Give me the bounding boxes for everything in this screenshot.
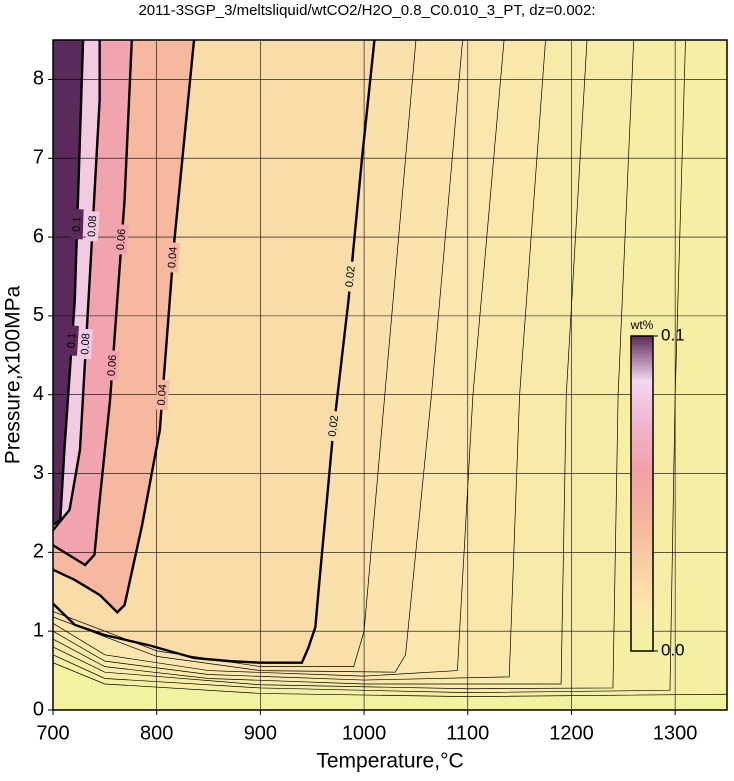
x-tick-label: 1000: [342, 722, 387, 744]
y-axis-label: Pressure,x100MPa: [2, 285, 25, 464]
contour-label-group: 0.08: [79, 328, 93, 360]
contour-label: 0.02: [327, 415, 341, 438]
contour-label-background: [343, 261, 359, 293]
y-tick-label: 8: [33, 68, 44, 90]
contour-label-background: [165, 242, 181, 273]
x-tick-label: 1100: [446, 722, 489, 744]
y-tick-label: 7: [33, 147, 44, 169]
contour-label: 0.06: [106, 354, 120, 376]
contour-label-background: [155, 379, 170, 411]
contour-line: [53, 40, 546, 681]
x-tick-label: 1300: [653, 722, 698, 744]
y-tick-label: 5: [33, 304, 44, 326]
y-tick-label: 2: [33, 541, 44, 563]
labeled-contour-line: [53, 40, 196, 614]
colorbar-tick-label: 0.1: [661, 325, 685, 344]
contour-label: 0.04: [156, 384, 170, 406]
colorbar-tick-label: 0.0: [661, 640, 685, 659]
contour-label: 0.06: [115, 228, 129, 250]
contour-label-background: [326, 410, 342, 442]
contour-label-group: 0.06: [114, 224, 129, 255]
y-tick-label: 1: [33, 619, 44, 641]
contour-fill: [53, 40, 84, 525]
contour-label: 0.1: [71, 216, 83, 232]
contour-label-group: 0.04: [165, 242, 181, 273]
contour-label-background: [79, 328, 93, 360]
contour-label-group: 0.08: [85, 210, 100, 242]
contour-line: [53, 40, 686, 694]
contour-line: [53, 662, 727, 697]
y-tick-label: 3: [33, 462, 44, 484]
contour-line: [53, 40, 505, 677]
x-tick-label: 900: [244, 722, 277, 744]
chart-title: 2011-3SGP_3/meltsliquid/wtCO2/H2O_0.8_C0…: [138, 2, 595, 19]
y-tick-label: 6: [33, 225, 44, 247]
contour-line: [53, 40, 635, 690]
x-tick-label: 1200: [549, 722, 594, 744]
contour-label-group: 0.02: [326, 410, 342, 442]
labeled-contour-line: [53, 40, 134, 567]
colorbar: [630, 335, 654, 652]
contour-label: 0.02: [344, 265, 358, 287]
contour-label-group: 0.1: [64, 325, 79, 356]
y-tick-label: 0: [33, 698, 44, 720]
contour-line: [53, 40, 417, 667]
contour-label-background: [85, 210, 100, 242]
contour-label-group: 0.02: [343, 261, 359, 293]
contour-label: 0.08: [79, 333, 92, 355]
contour-label-group: 0.06: [105, 350, 120, 381]
labeled-contour-line: [53, 40, 376, 664]
x-tick-label: 800: [140, 722, 173, 744]
contour-label: 0.08: [86, 215, 99, 237]
contour-label-background: [70, 209, 84, 240]
contour-line: [53, 40, 588, 685]
plot-area: 0.020.020.040.040.060.060.080.080.10.1: [53, 40, 727, 710]
y-tick-label: 4: [33, 383, 44, 405]
contour-line: [53, 40, 463, 673]
contour-label-background: [114, 224, 129, 255]
contour-label: 0.04: [166, 246, 180, 268]
contour-label-group: 0.1: [70, 209, 84, 240]
colorbar-label: wt%: [630, 318, 654, 332]
contour-label-group: 0.04: [155, 379, 170, 411]
x-axis-label: Temperature,°C: [316, 750, 463, 773]
plot-frame: [52, 39, 728, 711]
contour-label-background: [64, 325, 79, 356]
x-tick-label: 700: [36, 722, 69, 744]
axes: 700 800 900 1000 1100 1200 1300 0 1 2 3 4 5 6 7 8 wt% 0.0…: [33, 39, 728, 744]
contour-label-background: [105, 350, 120, 381]
contour-label: 0.1: [65, 333, 78, 349]
